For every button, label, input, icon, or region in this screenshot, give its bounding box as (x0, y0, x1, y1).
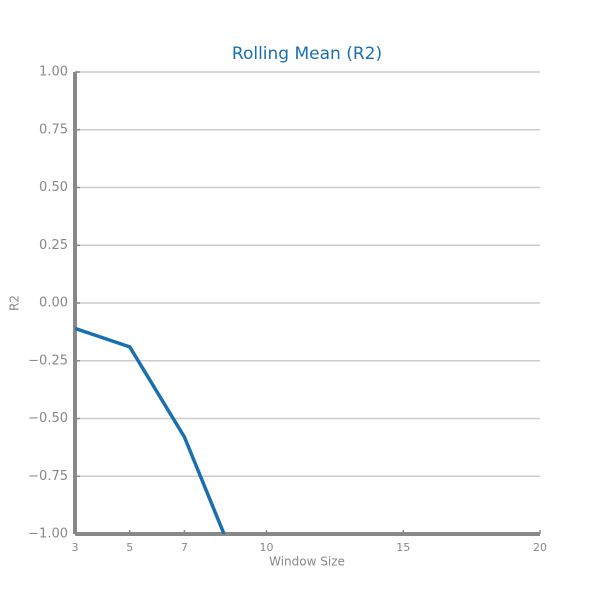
y-tick-label: 0.25 (39, 238, 68, 253)
y-tick-label: −0.25 (28, 353, 68, 368)
y-tick-label: −1.00 (28, 527, 68, 542)
y-tick-label: 0.75 (39, 122, 68, 137)
x-tick-label: 15 (396, 541, 410, 554)
x-tick-label: 5 (126, 541, 133, 554)
y-tick-label: −0.75 (28, 469, 68, 484)
x-tick-label: 10 (259, 541, 273, 554)
y-tick-label: −0.50 (28, 411, 68, 426)
y-tick-label: 0.00 (39, 296, 68, 311)
y-tick-label: 1.00 (39, 65, 68, 80)
y-axis-label: R2 (8, 295, 22, 311)
x-tick-label: 7 (181, 541, 188, 554)
chart-title: Rolling Mean (R2) (232, 44, 382, 64)
data-line (75, 326, 226, 534)
x-tick-label: 20 (533, 541, 547, 554)
y-tick-label: 0.50 (39, 180, 68, 195)
x-tick-label: 3 (72, 541, 79, 554)
x-axis-label: Window Size (269, 555, 345, 569)
